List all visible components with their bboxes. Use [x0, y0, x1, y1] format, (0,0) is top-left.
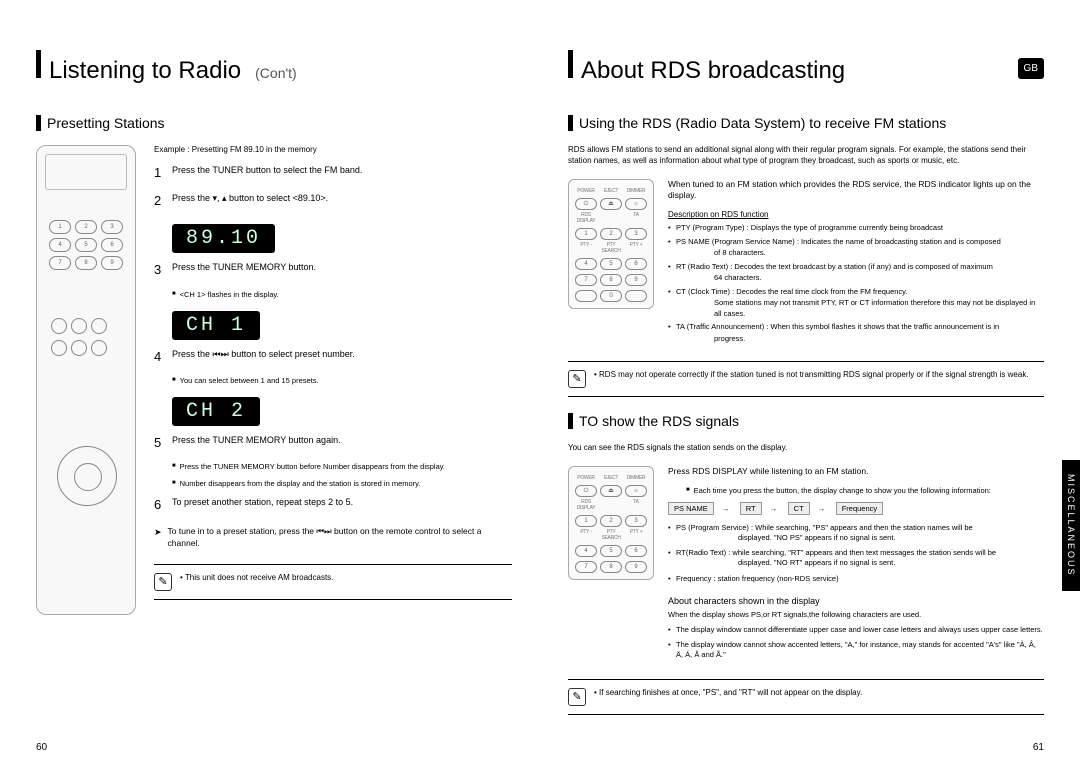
seq-tags: PS NAME→ RT→ CT→ Frequency — [668, 503, 1044, 513]
note-ch1-flash: <CH 1> flashes in the display. — [172, 290, 512, 299]
rds-lead1: When tuned to an FM station which provid… — [668, 179, 1044, 203]
rds-lead2: Press RDS DISPLAY while listening to an … — [668, 466, 1044, 478]
heading-bar — [568, 50, 573, 78]
char-list: The display window cannot differentiate … — [668, 625, 1044, 660]
sub-bar — [568, 115, 573, 131]
page-spread: Listening to Radio (Con't) Presetting St… — [0, 0, 1080, 773]
sub-bar — [36, 115, 41, 131]
steps-column: Example : Presetting FM 89.10 in the mem… — [154, 145, 512, 615]
note-icon: ✎ — [154, 573, 172, 591]
page-number-right: 61 — [1033, 742, 1044, 753]
char-sub: When the display shows PS,or RT signals,… — [668, 610, 1044, 619]
mini-remote-1: POWEREJECTDIMMER ⏻⏏☼ RDS DISPLAYTA 123 P… — [568, 179, 654, 348]
lead2-note: Each time you press the button, the disp… — [686, 486, 1044, 495]
step-1: 1 Press the TUNER button to select the F… — [154, 164, 512, 182]
rds-sub2-title: TO show the RDS signals — [579, 413, 739, 429]
sub-bar — [568, 413, 573, 429]
example-text: Example : Presetting FM 89.10 in the mem… — [154, 145, 512, 154]
page-number-left: 60 — [36, 742, 47, 753]
rds-warn2: ✎ • If searching finishes at once, "PS",… — [568, 679, 1044, 715]
remote-mid-buttons — [49, 316, 123, 396]
side-tab: MISCELLANEOUS — [1062, 460, 1080, 591]
rds-warn1: ✎ • RDS may not operate correctly if the… — [568, 361, 1044, 397]
note-5a: Press the TUNER MEMORY button before Num… — [172, 462, 512, 471]
note-icon: ✎ — [568, 370, 586, 388]
rds-sub1-title: Using the RDS (Radio Data System) to rec… — [579, 115, 946, 131]
func-psname: PS NAME (Program Service Name) : Indicat… — [668, 237, 1044, 259]
right-title: About RDS broadcasting — [581, 57, 845, 85]
tag-psname: PS NAME — [668, 502, 714, 515]
sig-list: PS (Program Service) : While searching, … — [668, 523, 1044, 584]
sig-ps: PS (Program Service) : While searching, … — [668, 523, 1044, 543]
func-pty: PTY (Program Type) : Displays the type o… — [668, 223, 1044, 234]
remote-dpad — [57, 446, 117, 506]
lcd-ch1: CH 1 — [172, 311, 260, 340]
rds-func-list: PTY (Program Type) : Displays the type o… — [668, 223, 1044, 344]
step-4: 4 Press the ⏮⏭ button to select preset n… — [154, 348, 512, 366]
remote-number-grid: 123 456 789 — [49, 220, 123, 270]
char-upper: The display window cannot differentiate … — [668, 625, 1044, 635]
char-hdr: About characters shown in the display — [668, 596, 1044, 606]
presetting-heading: Presetting Stations — [36, 115, 512, 131]
am-note-row: ✎ • This unit does not receive AM broadc… — [154, 564, 512, 600]
note-preset-range: You can select between 1 and 15 presets. — [172, 376, 512, 385]
lcd-ch2: CH 2 — [172, 397, 260, 426]
heading-bar — [36, 50, 41, 78]
sig-freq: Frequency : station frequency (non-RDS s… — [668, 574, 1044, 584]
step-6: 6 To preset another station, repeat step… — [154, 496, 512, 514]
rds-intro: RDS allows FM stations to send an additi… — [568, 145, 1044, 167]
func-ct: CT (Clock Time) : Decodes the real time … — [668, 287, 1044, 320]
tag-rt: RT — [740, 502, 762, 515]
left-page: Listening to Radio (Con't) Presetting St… — [0, 0, 540, 773]
remote-illustration: 123 456 789 — [36, 145, 136, 615]
step-3: 3 Press the TUNER MEMORY button. — [154, 261, 512, 279]
right-heading: About RDS broadcasting — [568, 50, 1044, 85]
left-columns: 123 456 789 Example : Presetting FM 89.1… — [36, 145, 512, 615]
tag-ct: CT — [788, 502, 810, 515]
rds-sub1: Using the RDS (Radio Data System) to rec… — [568, 115, 1044, 131]
left-title: Listening to Radio — [49, 57, 241, 85]
step-2: 2 Press the ▾, ▴ button to select <89.10… — [154, 192, 512, 210]
lcd-freq: 89.10 — [172, 224, 275, 253]
rds-sub2: TO show the RDS signals — [568, 413, 1044, 429]
func-ta: TA (Traffic Announcement) : When this sy… — [668, 322, 1044, 344]
continued-label: (Con't) — [255, 65, 297, 81]
rds-desc-hdr: Description on RDS function — [668, 210, 1044, 219]
note-5b: Number disappears from the display and t… — [172, 479, 512, 488]
gb-badge: GB — [1018, 58, 1044, 79]
remote-dpad-center — [74, 463, 102, 491]
rds-row2: POWEREJECTDIMMER ⏻⏏☼ RDS DISPLAYTA 123 P… — [568, 466, 1044, 665]
rds-warn2-text: • If searching finishes at once, "PS", a… — [594, 688, 862, 698]
remote-top-panel — [45, 154, 127, 190]
tag-freq: Frequency — [836, 502, 883, 515]
char-accent: The display window cannot show accented … — [668, 640, 1044, 660]
sig-rt: RT(Radio Text) : while searching, "RT" a… — [668, 548, 1044, 568]
rds-row1: POWEREJECTDIMMER ⏻⏏☼ RDS DISPLAYTA 123 P… — [568, 179, 1044, 348]
step-5: 5 Press the TUNER MEMORY button again. — [154, 434, 512, 452]
tune-note: To tune in to a preset station, press th… — [154, 526, 512, 550]
note-icon: ✎ — [568, 688, 586, 706]
mini-remote-2: POWEREJECTDIMMER ⏻⏏☼ RDS DISPLAYTA 123 P… — [568, 466, 654, 665]
see-sig: You can see the RDS signals the station … — [568, 443, 1044, 454]
rds-body2: Press RDS DISPLAY while listening to an … — [668, 466, 1044, 665]
right-page: GB About RDS broadcasting Using the RDS … — [540, 0, 1080, 773]
am-note-text: • This unit does not receive AM broadcas… — [180, 573, 333, 583]
rds-body1: When tuned to an FM station which provid… — [668, 179, 1044, 348]
func-rt: RT (Radio Text) : Decodes the text broad… — [668, 262, 1044, 284]
presetting-title: Presetting Stations — [47, 115, 165, 131]
rds-warn1-text: • RDS may not operate correctly if the s… — [594, 370, 1029, 380]
left-heading: Listening to Radio (Con't) — [36, 50, 512, 85]
